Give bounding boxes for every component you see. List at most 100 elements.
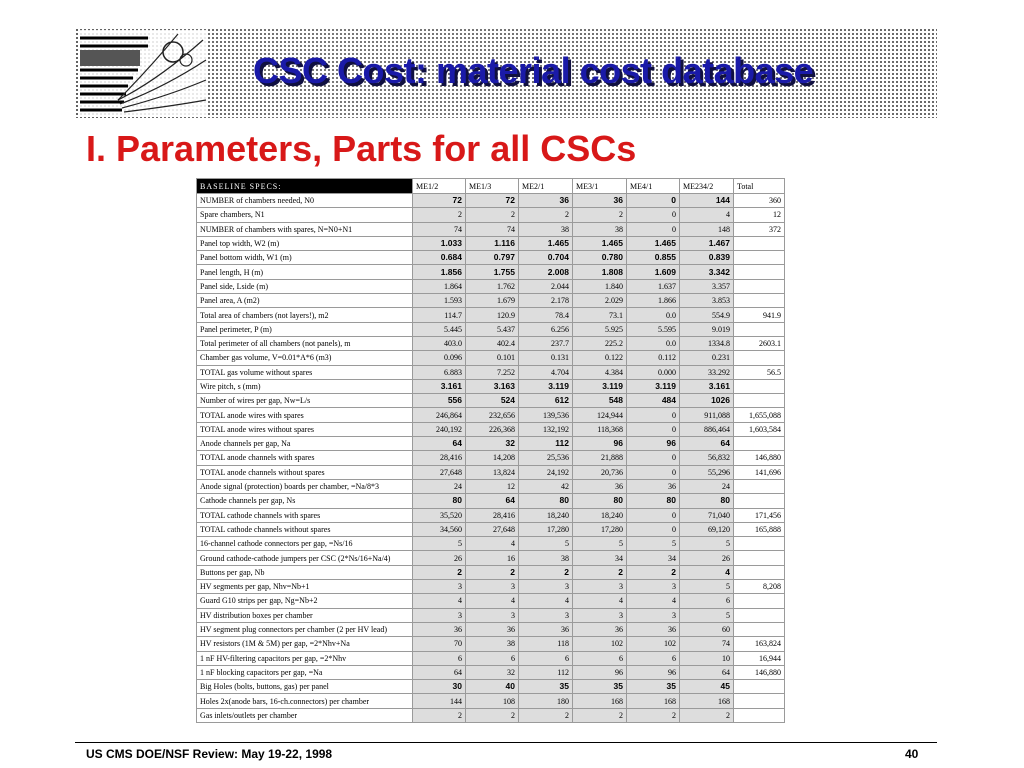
total-cell (733, 293, 785, 309)
table-row: Ground cathode-cathode jumpers per CSC (… (196, 550, 785, 566)
table-cell: 34,560 (412, 521, 466, 538)
total-cell: 941.9 (733, 307, 785, 323)
column-header: ME4/1 (626, 178, 680, 194)
table-cell: 36 (518, 192, 573, 209)
table-cell: 13,824 (465, 464, 519, 480)
table-cell: 33.292 (679, 364, 734, 380)
table-cell: 3.357 (679, 278, 734, 295)
table-row: Anode channels per gap, Na 64 32 112 96 96 64 (196, 436, 785, 452)
table-cell: 96 (626, 436, 680, 452)
table-cell: 27,648 (465, 521, 519, 538)
table-cell: 26 (679, 550, 734, 566)
table-cell: 4.704 (518, 364, 573, 380)
table-row: Panel perimeter, P (m) 5.445 5.437 6.256 5.9… (196, 321, 785, 337)
row-label: TOTAL cathode channels without spares (196, 521, 413, 538)
table-cell: 6 (572, 650, 627, 666)
row-label: Gas inlets/outlets per chamber (196, 707, 413, 723)
table-cell: 0.684 (412, 250, 466, 266)
footer-divider (75, 742, 937, 743)
table-row: Buttons per gap, Nb 2 2 2 2 2 4 (196, 564, 785, 581)
table-cell: 55,296 (679, 464, 734, 480)
table-cell: 45 (679, 679, 734, 695)
table-cell: 3.161 (679, 378, 734, 395)
table-cell: 64 (412, 664, 466, 681)
total-cell: 372 (733, 221, 785, 237)
row-label: Number of wires per gap, Nw=L/s (196, 393, 413, 409)
table-cell: 20,736 (572, 464, 627, 480)
table-cell: 0 (626, 207, 680, 223)
table-cell: 5.595 (626, 321, 680, 337)
total-cell (733, 679, 785, 695)
table-cell: 2 (465, 707, 519, 723)
table-cell: 64 (679, 664, 734, 681)
table-row: Cathode channels per gap, Ns 80 64 80 80 80 80 (196, 493, 785, 509)
table-cell: 3 (465, 607, 519, 623)
row-label: Panel perimeter, P (m) (196, 321, 413, 337)
total-cell (733, 550, 785, 566)
table-row: Spare chambers, N1 2 2 2 2 0 4 12 (196, 207, 785, 223)
row-label: Panel side, Lside (m) (196, 278, 413, 295)
table-cell: 2.029 (572, 293, 627, 309)
table-cell: 144 (679, 192, 734, 209)
table-cell: 56,832 (679, 450, 734, 466)
table-cell: 38 (465, 636, 519, 652)
total-cell (733, 350, 785, 366)
table-cell: 2 (412, 207, 466, 223)
table-cell: 35 (626, 679, 680, 695)
table-cell: 17,280 (518, 521, 573, 538)
table-body: NUMBER of chambers needed, N0 72 72 36 36 0 14… (196, 192, 785, 723)
table-cell: 5 (679, 536, 734, 552)
row-label: 16-channel cathode connectors per gap, =… (196, 536, 413, 552)
table-cell: 1.465 (626, 235, 680, 252)
table-cell: 6 (626, 650, 680, 666)
table-cell: 78.4 (518, 307, 573, 323)
table-cell: 1.864 (412, 278, 466, 295)
table-cell: 4 (518, 593, 573, 609)
table-cell: 0 (626, 464, 680, 480)
table-cell: 232,656 (465, 407, 519, 423)
column-header: ME234/2 (679, 178, 734, 194)
table-cell: 30 (412, 679, 466, 695)
table-cell: 12 (465, 478, 519, 495)
table-cell: 74 (412, 221, 466, 237)
table-cell: 148 (679, 221, 734, 237)
table-cell: 4 (465, 536, 519, 552)
row-label: TOTAL anode wires without spares (196, 421, 413, 438)
table-cell: 124,944 (572, 407, 627, 423)
table-cell: 24 (412, 478, 466, 495)
table-row: Panel top width, W2 (m) 1.033 1.116 1.465 1.… (196, 235, 785, 252)
total-cell (733, 321, 785, 337)
table-cell: 2 (679, 707, 734, 723)
table-cell: 0.839 (679, 250, 734, 266)
table-cell: 102 (626, 636, 680, 652)
row-label: Chamber gas volume, V=0.01*A*6 (m3) (196, 350, 413, 366)
table-row: HV segment plug connectors per chamber (… (196, 621, 785, 638)
table-cell: 71,040 (679, 507, 734, 523)
table-cell: 556 (412, 393, 466, 409)
table-row: TOTAL cathode channels with spares 35,520… (196, 507, 785, 523)
column-header: ME2/1 (518, 178, 573, 194)
table-cell: 6.256 (518, 321, 573, 337)
table-cell: 0.704 (518, 250, 573, 266)
table-cell: 554.9 (679, 307, 734, 323)
table-cell: 74 (465, 221, 519, 237)
total-cell (733, 707, 785, 723)
total-cell (733, 536, 785, 552)
table-cell: 80 (626, 493, 680, 509)
table-cell: 2 (572, 707, 627, 723)
table-cell: 16 (465, 550, 519, 566)
row-label: TOTAL cathode channels with spares (196, 507, 413, 523)
total-cell: 163,824 (733, 636, 785, 652)
table-cell: 2 (412, 707, 466, 723)
row-label: 1 nF HV-filtering capacitors per gap, =2… (196, 650, 413, 666)
table-row: HV segments per gap, Nhv=Nb+1 3 3 3 3 3 5 8,208 (196, 579, 785, 595)
table-cell: 35 (518, 679, 573, 695)
table-cell: 9.019 (679, 321, 734, 337)
table-cell: 2 (572, 564, 627, 581)
table-cell: 226,368 (465, 421, 519, 438)
table-cell: 21,888 (572, 450, 627, 466)
table-cell: 74 (679, 636, 734, 652)
table-cell: 108 (465, 693, 519, 709)
cms-logo-icon (78, 30, 208, 116)
table-cell: 0 (626, 221, 680, 237)
